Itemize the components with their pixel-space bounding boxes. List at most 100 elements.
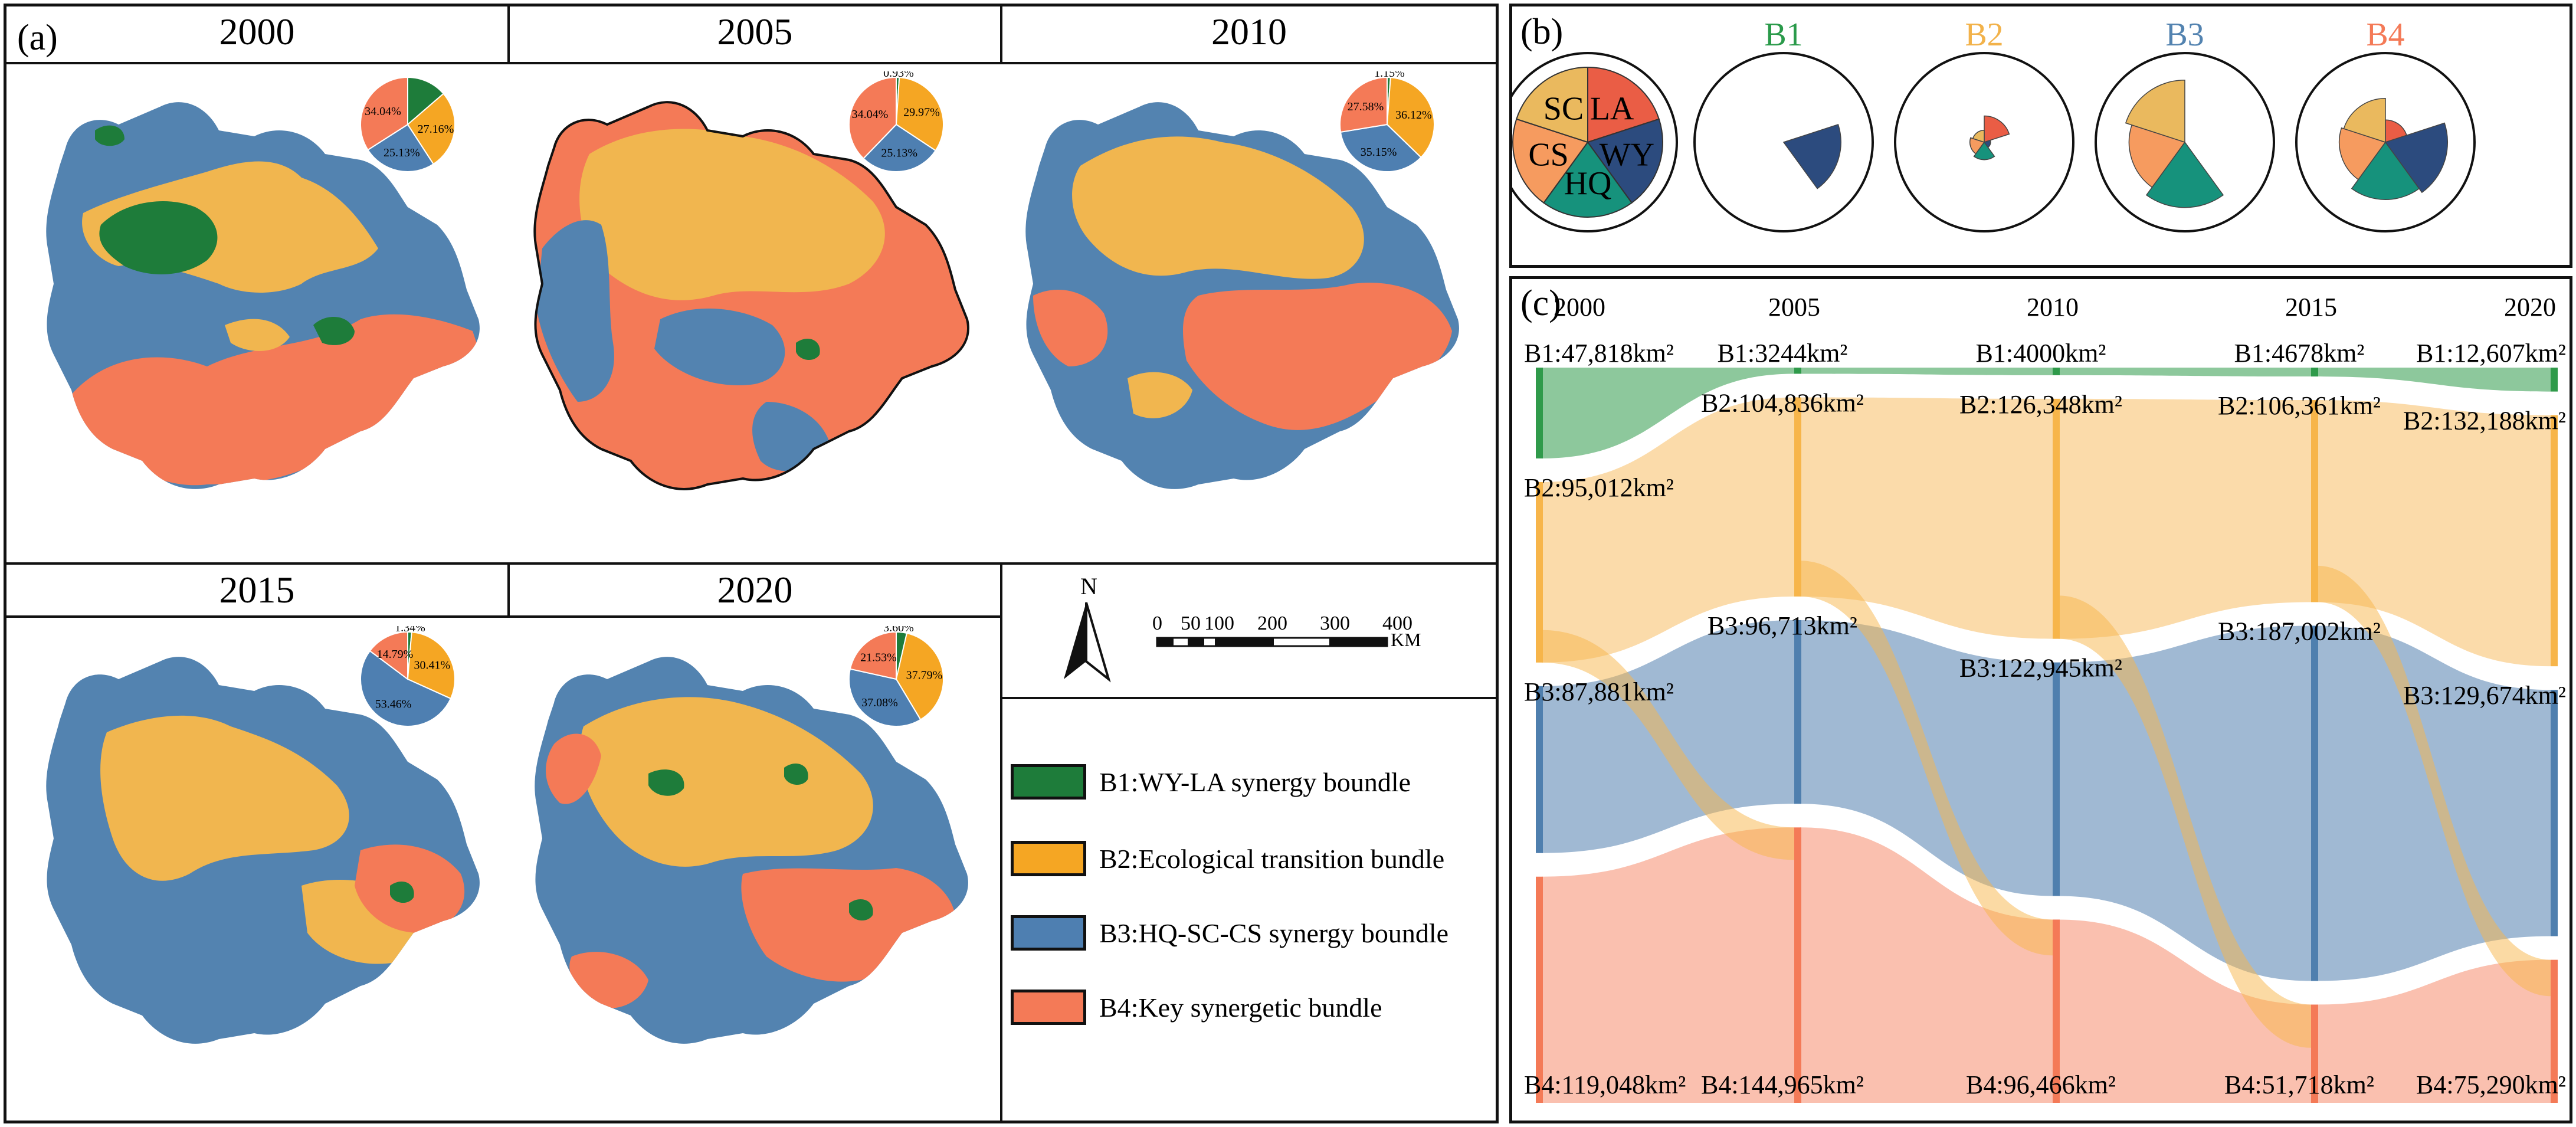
sankey-node-b2-2015 [2311, 400, 2318, 602]
sankey-node-b4-2015 [2311, 1004, 2318, 1103]
rose-key-sector-hq [1542, 141, 1633, 218]
map-region-b4 [65, 314, 479, 486]
rose-key-sector-wy [1587, 118, 1663, 204]
pie-slice-b4 [848, 76, 897, 160]
map-region-b1 [784, 763, 808, 785]
sankey-node-b4-2020 [2551, 959, 2558, 1103]
sankey-label-b1-2020: B1:12,607km² [2416, 339, 2566, 368]
svg-text:300: 300 [1320, 612, 1350, 634]
map-region-b1 [390, 881, 414, 903]
sankey-year-2000: 2000 [1554, 293, 1605, 322]
svg-text:100: 100 [1204, 612, 1234, 634]
sankey-year-2010: 2010 [2027, 293, 2079, 322]
rose-petal-b3-hq [2145, 141, 2224, 208]
sankey-label-b3-2015: B3:187,002km² [2218, 617, 2381, 646]
year-header-2010: 2010 [1002, 6, 1496, 64]
sankey-label-b4-2015: B4:51,718km² [2224, 1070, 2374, 1099]
sankey-flow-b1-2015-2020 [2317, 368, 2551, 392]
svg-text:200: 200 [1257, 612, 1287, 634]
sankey-node-b2-2010 [2053, 398, 2060, 639]
sankey-label-b3-2005: B3:96,713km² [1707, 611, 1857, 640]
legend-swatch-b4 [1011, 990, 1086, 1025]
legend-label-b4: B4:Key synergetic bundle [1099, 992, 1382, 1023]
sankey-label-b3-2000: B3:87,881km² [1524, 677, 1674, 706]
map-region-b1 [648, 769, 684, 796]
pie-slice-b4 [1339, 76, 1388, 133]
panel-a-label: (a) [17, 18, 58, 58]
panel-b: (b) LA WY HQ CS SC B1 B2 B3 B4 [1509, 4, 2572, 268]
rose-key-sector-sc [1515, 66, 1588, 143]
map-region-b3 [654, 308, 785, 385]
year-header-2015: 2015 [6, 565, 510, 618]
sankey-label-b2-2010: B2:126,348km² [1959, 390, 2122, 419]
pie-slice-b3 [1339, 123, 1422, 172]
sankey-node-b4-2010 [2053, 919, 2060, 1103]
pie-label-b2: 27.16% [418, 123, 454, 136]
map-2010: 1.15%36.12%35.15%27.58% [1025, 71, 1459, 489]
svg-text:KM: KM [1391, 629, 1421, 650]
pie-label-b2: 36.12% [1395, 109, 1432, 122]
sankey-node-b3-2000 [1536, 686, 1543, 853]
rose-title-b1: B1 [1764, 17, 1802, 53]
pie-label-b3: 53.46% [375, 697, 412, 710]
sankey-label-b2-2005: B2:104,836km² [1701, 388, 1864, 417]
sankey-flow-b1-2000-2005 [1542, 368, 1794, 458]
panel-c: (c) 2000 2005 2010 2015 2020 B1:47,818km² B2:9… [1509, 276, 2572, 1123]
year-header-2020: 2020 [510, 565, 1002, 618]
sankey-node-b3-2005 [1794, 620, 1801, 804]
sankey-label-b1-2015: B1:4678km² [2234, 339, 2365, 368]
sankey-flow-b4-2010-2015 [2059, 919, 2311, 1103]
sankey-flow-b3-2015-2020 [2317, 625, 2551, 981]
pie-slice-b4 [369, 631, 408, 680]
legend-swatch-b1 [1011, 764, 1086, 800]
sankey-cross-flow [2317, 565, 2551, 997]
legend-swatch-b2 [1011, 841, 1086, 876]
legend-item-b3: B3:HQ-SC-CS synergy boundle [1011, 914, 1448, 952]
sankey-node-b2-2005 [1794, 397, 1801, 597]
rose-petal-b4-wy [2384, 122, 2449, 194]
panel-c-label: (c) [1520, 283, 1561, 323]
rose-key-label-la: LA [1590, 90, 1634, 127]
legend-item-b4: B4:Key synergetic bundle [1011, 988, 1382, 1026]
legend-item-b1: B1:WY-LA synergy boundle [1011, 763, 1411, 801]
rose-petal-b4-sc [2343, 97, 2386, 143]
pie-label-b3: 35.15% [1361, 146, 1397, 159]
map-region-b2 [1072, 136, 1364, 279]
map-region-b1 [99, 201, 218, 274]
rose-petal-b2-cs [1969, 137, 1985, 155]
sankey-label-b1-2005: B1:3244km² [1718, 339, 1848, 368]
map-region-b2 [579, 697, 873, 867]
sankey-node-b3-2015 [2311, 625, 2318, 981]
sankey-cross-flow [1800, 561, 2053, 956]
pie-label-b4: 14.79% [377, 648, 414, 661]
pie-slice-b2 [1386, 77, 1435, 159]
map-2005: 0.93%29.97%25.13%34.04% [533, 71, 969, 490]
rose-key-label-wy: WY [1600, 137, 1654, 173]
sankey-node-b3-2020 [2551, 690, 2558, 936]
map-region-b1 [313, 317, 355, 345]
year-header-2000: 2000 [6, 6, 510, 64]
pie-label-b2: 29.97% [903, 106, 940, 119]
sankey-node-b4-2005 [1794, 827, 1801, 1103]
rose-title-b2: B2 [1965, 17, 2003, 53]
scale-bar: 0 50 100 200 300 400 KM [1152, 612, 1421, 650]
sankey-flow-b2-2010-2015 [2059, 398, 2311, 639]
panel-a: (a) 2000 2005 2010 2015 2020 27.16% 25.13… [4, 4, 1499, 1123]
rose-petal-b1-wy [1782, 124, 1841, 189]
rose-petal-b3-sc [2125, 79, 2185, 143]
svg-text:0: 0 [1152, 612, 1162, 634]
rose-key-sector-cs [1512, 118, 1589, 204]
pie-slice-b1 [407, 76, 444, 126]
north-arrow-icon: N [1064, 573, 1111, 683]
panel-b-label: (b) [1520, 12, 1564, 52]
legend-label-b1: B1:WY-LA synergy boundle [1099, 766, 1411, 797]
pie-label-b4: 34.04% [852, 108, 889, 121]
map-2015: 1.34%30.41%53.46%14.79% [46, 626, 480, 1044]
sankey-node-b4-2000 [1536, 876, 1543, 1103]
sankey-label-b4-2010: B4:96,466km² [1966, 1070, 2116, 1099]
sankey-label-b1-2010: B1:4000km² [1976, 339, 2106, 368]
map-region-b2 [1128, 372, 1192, 418]
rose-petal-b2-hq [1973, 141, 1995, 160]
pie-slice-b3 [863, 123, 937, 172]
sankey-node-b1-2005 [1794, 368, 1801, 374]
